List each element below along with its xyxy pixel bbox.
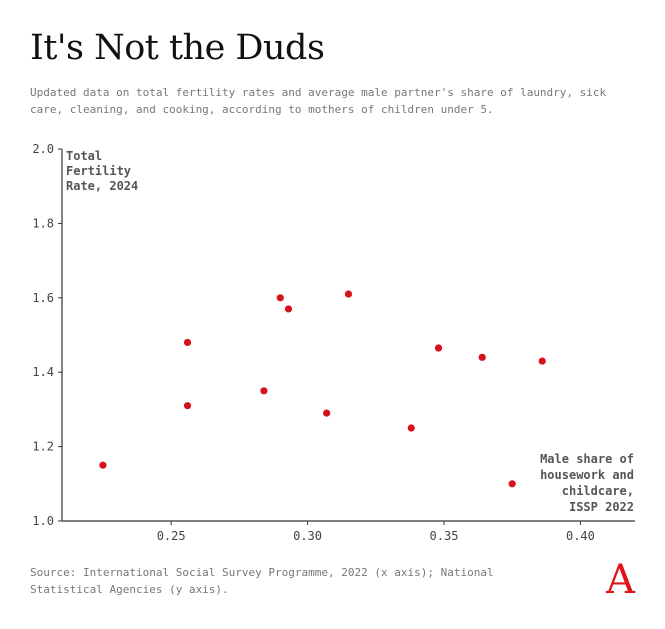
data-point <box>538 357 546 365</box>
y-tick-label: 1.2 <box>32 440 54 454</box>
y-axis-label-line: Rate, 2024 <box>66 179 138 193</box>
y-tick-label: 1.4 <box>32 365 54 379</box>
y-tick-label: 1.8 <box>32 216 54 230</box>
x-axis-label-line: housework and <box>540 468 634 482</box>
y-tick-label: 1.6 <box>32 291 54 305</box>
chart-title: It's Not the Duds <box>30 28 325 68</box>
x-axis-label-line: Male share of <box>540 452 634 466</box>
x-axis-label-line: childcare, <box>562 484 634 498</box>
source-note: Source: International Social Survey Prog… <box>30 566 494 596</box>
x-tick-label: 0.30 <box>293 529 322 543</box>
data-point <box>407 424 415 432</box>
data-points <box>99 290 546 488</box>
data-point <box>183 402 192 410</box>
data-point <box>344 290 353 298</box>
atlantic-logo: A <box>606 557 635 603</box>
y-tick-label: 1.0 <box>32 514 54 528</box>
y-axis-label-line: Fertility <box>66 164 131 178</box>
data-point <box>276 294 284 302</box>
y-axis-label-line: Total <box>66 149 102 163</box>
x-axis-label-line: ISSP 2022 <box>569 500 634 514</box>
data-point <box>323 409 331 417</box>
x-tick-label: 0.40 <box>566 529 595 543</box>
x-axis-label: Male share of housework and childcare, ISSP… <box>540 452 634 514</box>
data-point <box>508 480 516 488</box>
y-axis: 1.0 1.2 1.4 1.6 1.8 2.0 <box>32 142 63 528</box>
data-point <box>183 338 192 347</box>
x-tick-label: 0.35 <box>430 529 459 543</box>
data-point <box>478 353 486 361</box>
chart-subtitle: Updated data on total fertility rates an… <box>30 86 607 116</box>
data-point <box>260 387 268 395</box>
data-point <box>99 461 107 469</box>
data-point <box>284 305 293 313</box>
x-tick-label: 0.25 <box>157 529 186 543</box>
x-axis: 0.25 0.30 0.35 0.40 <box>62 520 635 543</box>
data-point <box>434 344 443 352</box>
y-tick-label: 2.0 <box>32 142 54 156</box>
scatter-chart: 1.0 1.2 1.4 1.6 1.8 2.0 0.25 0.30 0.35 0.40 Tota… <box>32 142 635 543</box>
